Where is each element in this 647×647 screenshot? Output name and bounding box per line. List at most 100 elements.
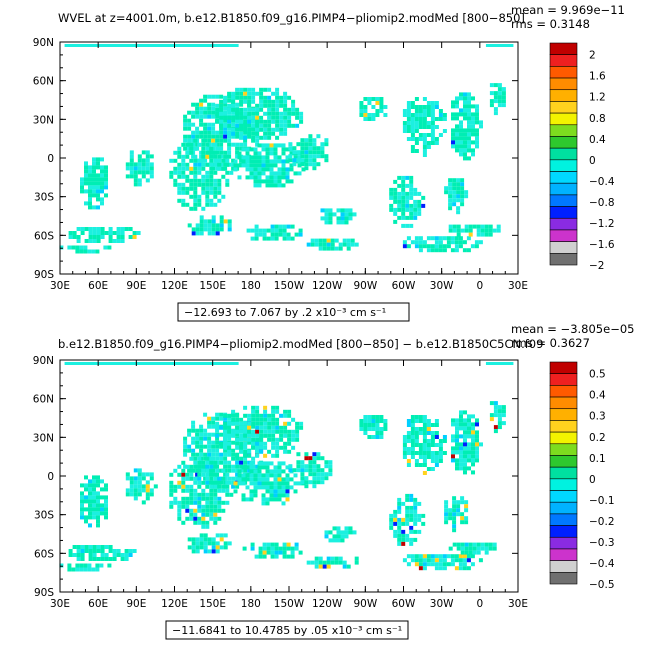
field-cell — [496, 228, 501, 233]
field-cell — [275, 409, 280, 414]
field-cell — [195, 223, 200, 228]
field-cell — [283, 429, 288, 434]
field-cell — [455, 466, 459, 471]
field-cell — [207, 126, 212, 131]
field-cell — [450, 236, 455, 241]
field-cell — [213, 186, 218, 191]
field-cell — [418, 562, 423, 567]
field-cell — [223, 433, 228, 438]
field-cell — [195, 541, 200, 546]
colorbar-label: −0.8 — [589, 197, 615, 209]
field-cell — [460, 542, 465, 547]
field-cell — [410, 240, 415, 245]
field-cell — [281, 461, 286, 466]
field-cell — [451, 104, 455, 109]
colorbar-swatch — [549, 525, 578, 538]
field-cell — [397, 195, 402, 200]
field-cell — [247, 103, 252, 108]
field-cell — [235, 437, 240, 442]
field-cell — [100, 231, 105, 235]
field-cell — [279, 123, 284, 128]
field-cell — [287, 119, 292, 124]
field-cell — [397, 501, 402, 506]
field-cell — [304, 464, 309, 469]
field-cell — [295, 425, 300, 430]
field-cell — [442, 451, 447, 455]
field-cell — [229, 492, 234, 497]
field-cell — [88, 239, 93, 243]
field-cell — [434, 137, 439, 141]
field-cell — [100, 235, 105, 239]
field-cell — [265, 473, 270, 478]
field-cell — [417, 211, 422, 216]
field-cell — [270, 542, 275, 547]
field-cell — [183, 444, 188, 449]
field-cell — [324, 154, 329, 159]
field-cell — [211, 114, 216, 119]
field-cell — [275, 441, 280, 446]
field-cell — [271, 445, 276, 450]
field-cell — [243, 119, 248, 124]
field-cell — [217, 166, 222, 171]
field-cell — [185, 496, 190, 501]
field-cell — [225, 158, 230, 163]
field-cell — [413, 203, 418, 208]
field-cell — [409, 513, 414, 518]
field-cell — [475, 454, 479, 459]
field-cell — [410, 435, 415, 439]
field-cell — [363, 117, 368, 121]
field-cell — [211, 122, 216, 127]
field-cell — [410, 121, 415, 125]
field-cell — [71, 245, 76, 250]
field-cell — [277, 159, 282, 164]
field-cell — [255, 429, 260, 434]
field-cell — [409, 203, 414, 208]
field-cell — [96, 483, 100, 488]
field-cell — [463, 426, 467, 431]
field-cell — [253, 179, 258, 184]
field-cell — [451, 100, 455, 105]
field-cell — [141, 162, 146, 167]
field-cell — [434, 459, 439, 463]
field-cell — [371, 435, 376, 439]
field-cell — [296, 468, 301, 473]
field-cell — [88, 523, 92, 528]
field-cell — [448, 512, 453, 517]
field-cell — [181, 198, 186, 203]
field-cell — [75, 563, 80, 568]
field-cell — [484, 546, 489, 551]
field-cell — [344, 216, 349, 221]
field-cell — [199, 122, 204, 127]
field-cell — [471, 442, 475, 447]
field-cell — [434, 431, 439, 435]
field-cell — [128, 549, 133, 553]
field-cell — [149, 154, 154, 159]
field-cell — [84, 165, 88, 170]
field-cell — [193, 174, 198, 179]
field-cell — [393, 211, 398, 216]
field-cell — [271, 405, 276, 410]
colorbar-swatch — [549, 159, 578, 172]
field-cell — [459, 112, 463, 117]
field-cell — [205, 178, 210, 183]
field-cell — [189, 484, 194, 489]
field-cell — [227, 541, 232, 546]
field-cell — [239, 111, 244, 116]
field-cell — [271, 421, 276, 426]
field-cell — [100, 227, 105, 231]
field-map — [59, 362, 514, 572]
field-cell — [484, 232, 489, 237]
field-cell — [247, 134, 252, 139]
field-cell — [269, 179, 274, 184]
range-label-box — [177, 302, 410, 322]
field-cell — [410, 447, 415, 451]
field-cell — [426, 244, 431, 249]
field-cell — [467, 414, 471, 419]
field-cell — [278, 228, 283, 233]
field-cell — [242, 546, 247, 551]
field-cell — [191, 130, 196, 135]
field-cell — [348, 216, 353, 221]
field-cell — [223, 154, 228, 159]
field-cell — [124, 227, 129, 231]
y-tick-label: 90N — [33, 37, 54, 49]
